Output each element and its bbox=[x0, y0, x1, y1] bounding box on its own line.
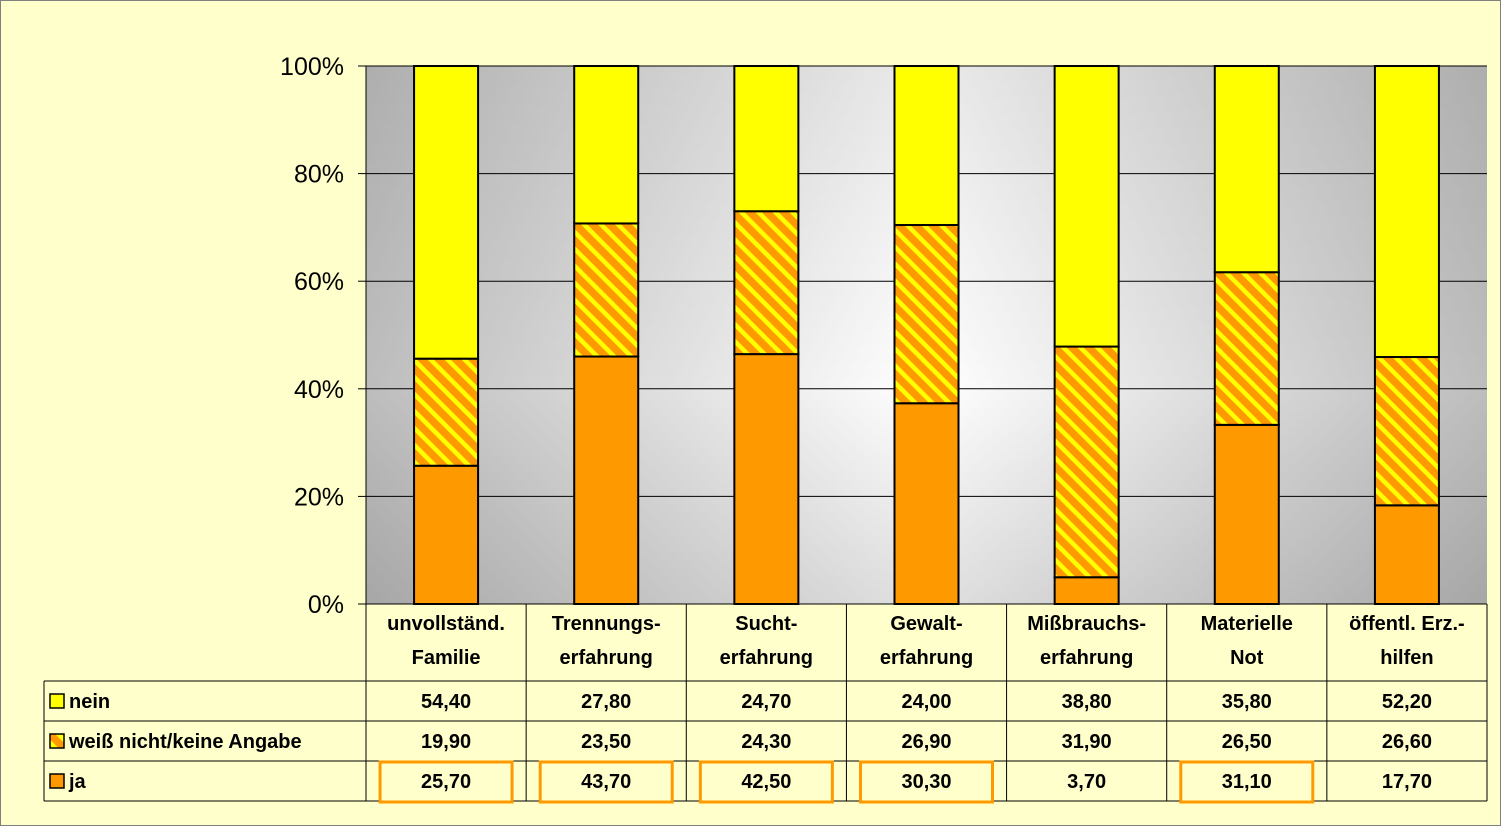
cell-value: 35,80 bbox=[1222, 691, 1272, 713]
bar-nein-1 bbox=[574, 66, 638, 223]
y-tick-label: 0% bbox=[308, 591, 344, 619]
category-label: Trennungs- bbox=[552, 613, 661, 635]
category-label: unvollständ. bbox=[387, 613, 505, 635]
row-label: ja bbox=[68, 771, 87, 793]
y-tick-label: 20% bbox=[294, 483, 344, 511]
bar-nein-4 bbox=[1055, 66, 1119, 347]
cell-value: 43,70 bbox=[581, 771, 631, 793]
category-label: Not bbox=[1230, 647, 1264, 669]
bar-ja-6 bbox=[1375, 505, 1439, 604]
cell-value: 52,20 bbox=[1382, 691, 1432, 713]
category-label: Gewalt- bbox=[890, 613, 962, 635]
bar-ja-3 bbox=[895, 403, 959, 604]
bar-nein-3 bbox=[895, 66, 959, 225]
bar-wei-nicht-keine-angabe-3 bbox=[895, 225, 959, 403]
cell-value: 19,90 bbox=[421, 731, 471, 753]
cell-value: 26,50 bbox=[1222, 731, 1272, 753]
cell-value: 42,50 bbox=[741, 771, 791, 793]
bar-wei-nicht-keine-angabe-1 bbox=[574, 223, 638, 356]
cell-value: 26,60 bbox=[1382, 731, 1432, 753]
legend-key-0 bbox=[50, 694, 64, 708]
category-label: erfahrung bbox=[720, 647, 813, 669]
cell-value: 38,80 bbox=[1062, 691, 1112, 713]
cell-value: 25,70 bbox=[421, 771, 471, 793]
category-label: Materielle bbox=[1201, 613, 1293, 635]
category-label: Mißbrauchs- bbox=[1027, 613, 1146, 635]
bar-nein-2 bbox=[734, 66, 798, 211]
category-label: erfahrung bbox=[560, 647, 653, 669]
bar-nein-5 bbox=[1215, 66, 1279, 272]
bar-ja-0 bbox=[414, 466, 478, 604]
bar-ja-2 bbox=[734, 354, 798, 604]
cell-value: 24,30 bbox=[741, 731, 791, 753]
bar-nein-6 bbox=[1375, 66, 1439, 357]
bar-ja-5 bbox=[1215, 425, 1279, 604]
cell-value: 27,80 bbox=[581, 691, 631, 713]
cell-value: 31,90 bbox=[1062, 731, 1112, 753]
category-label: hilfen bbox=[1380, 647, 1433, 669]
cell-value: 54,40 bbox=[421, 691, 471, 713]
bar-ja-1 bbox=[574, 357, 638, 604]
cell-value: 23,50 bbox=[581, 731, 631, 753]
y-tick-label: 60% bbox=[294, 268, 344, 296]
bar-ja-4 bbox=[1055, 577, 1119, 604]
bar-wei-nicht-keine-angabe-0 bbox=[414, 359, 478, 466]
category-label: erfahrung bbox=[880, 647, 973, 669]
cell-value: 3,70 bbox=[1067, 771, 1106, 793]
bar-wei-nicht-keine-angabe-5 bbox=[1215, 272, 1279, 425]
cell-value: 30,30 bbox=[901, 771, 951, 793]
bar-wei-nicht-keine-angabe-4 bbox=[1055, 347, 1119, 578]
y-tick-label: 80% bbox=[294, 161, 344, 189]
category-label: Familie bbox=[412, 647, 481, 669]
row-label: weiß nicht/keine Angabe bbox=[68, 731, 302, 753]
cell-value: 24,00 bbox=[901, 691, 951, 713]
cell-value: 26,90 bbox=[901, 731, 951, 753]
bar-nein-0 bbox=[414, 66, 478, 359]
cell-value: 17,70 bbox=[1382, 771, 1432, 793]
cell-value: 31,10 bbox=[1222, 771, 1272, 793]
cell-value: 24,70 bbox=[741, 691, 791, 713]
bar-wei-nicht-keine-angabe-6 bbox=[1375, 357, 1439, 505]
y-tick-label: 100% bbox=[280, 53, 344, 81]
bar-wei-nicht-keine-angabe-2 bbox=[734, 211, 798, 354]
category-label: Sucht- bbox=[735, 613, 797, 635]
category-label: erfahrung bbox=[1040, 647, 1133, 669]
category-label: öffentl. Erz.- bbox=[1349, 613, 1465, 635]
y-tick-label: 40% bbox=[294, 376, 344, 404]
legend-key-1 bbox=[50, 734, 64, 748]
row-label: nein bbox=[69, 691, 110, 713]
legend-key-2 bbox=[50, 774, 64, 788]
